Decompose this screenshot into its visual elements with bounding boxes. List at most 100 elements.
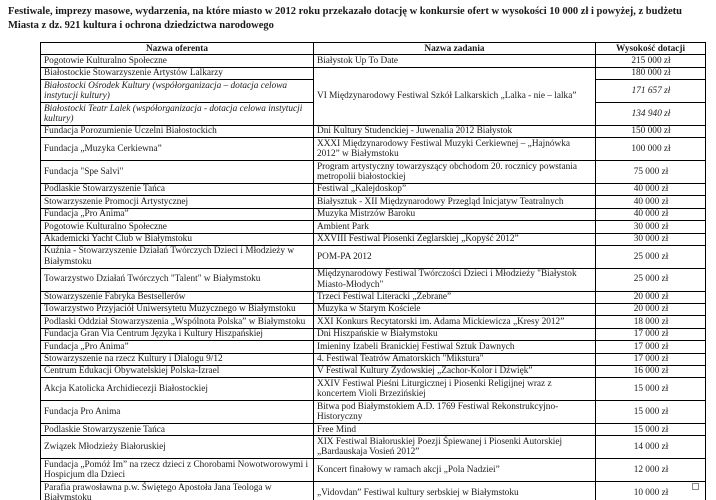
oferent-cell: Fundacja „Pro Anima” <box>40 340 314 354</box>
zadanie-cell: Muzyka w Starym Kościele <box>313 302 596 317</box>
dotacja-cell: 40 000 zł <box>595 195 706 209</box>
zadanie-cell: 4. Festiwal Teatrów Amatorskich "Mikstur… <box>313 352 596 366</box>
zadanie-cell: Ambient Park <box>313 220 596 234</box>
table-row: Fundacja Gran Via Centrum Języka i Kultu… <box>40 327 706 342</box>
zadanie-cell: V Festiwal Kultury Żydowskiej „Zachor-Ko… <box>313 364 596 379</box>
zadanie-cell: XIX Festiwal Białoruskiej Poezji Śpiewan… <box>313 435 596 460</box>
dotacja-cell: 180 000 zł <box>595 66 706 81</box>
zadanie-cell: Dni Hiszpańskie w Białymstoku <box>313 327 596 342</box>
table-row: Fundacja „Pro Anima” Muzyka Mistrzów Baro… <box>40 207 706 222</box>
dotacja-cell: 15 000 zł <box>595 400 706 424</box>
zadanie-cell: Program artystyczny towarzyszący obchodo… <box>313 160 596 184</box>
table-row: Parafia prawosławna p.w. Świętego Aposto… <box>40 481 706 500</box>
table-row: Towarzystwo Przyjaciół Uniwersytetu Muzy… <box>40 302 706 317</box>
oferent-cell: Białostocki Ośrodek Kultury (współorgani… <box>40 79 314 104</box>
object-anchor-marker <box>692 483 699 490</box>
table-row: Białostockie Stowarzyszenie Artystów Lal… <box>40 66 706 126</box>
dotacja-cell: 18 000 zł <box>595 315 706 329</box>
oferent-cell: Stowarzyszenie Fabryka Bestsellerów <box>40 290 314 304</box>
dotacja-cell: 15 000 zł <box>595 377 706 402</box>
zadanie-cell: XXIV Festiwal Pieśni Liturgicznej i Pios… <box>313 377 596 402</box>
oferent-cell: Towarzystwo Działań Twórczych "Talent" w… <box>40 267 314 292</box>
dotacja-cell: 30 000 zł <box>595 220 706 234</box>
oferent-cell: Akcja Katolicka Archidiecezji Białostock… <box>40 377 314 402</box>
dotacja-cell: 134 940 zł <box>595 102 706 126</box>
table-row: Kuźnia - Stowarzyszenie Działań Twórczyc… <box>40 244 706 269</box>
table-row: Fundacja „Pomóż Im” na rzecz dzieci z Ch… <box>40 458 706 483</box>
oferent-cell: Podlaskie Stowarzyszenie Tańca <box>40 182 314 197</box>
oferent-cell: Fundacja „Pro Anima” <box>40 207 314 222</box>
dotacja-cell: 40 000 zł <box>595 182 706 197</box>
zadanie-cell: Białysztuk - XII Międzynarodowy Przegląd… <box>313 195 596 209</box>
dotacja-cell: 75 000 zł <box>595 160 706 184</box>
dotacja-cell: 10 000 zł <box>595 481 706 500</box>
zadanie-cell: XXVIII Festiwal Piosenki Żeglarskiej „Ko… <box>313 232 596 246</box>
header-nazwa-oferenta: Nazwa oferenta <box>40 41 314 56</box>
table-row: Stowarzyszenie Fabryka Bestsellerów Trzec… <box>40 290 706 304</box>
oferent-cell: Fundacja „Pomóż Im” na rzecz dzieci z Ch… <box>40 458 314 483</box>
oferent-cell: Pogotowie Kulturalno Społeczne <box>40 220 314 234</box>
zadanie-cell: Imieniny Izabeli Branickiej Festiwal Szt… <box>313 340 596 354</box>
zadanie-cell: Dni Kultury Studenckiej - Juwenalia 2012… <box>313 124 596 139</box>
dotacja-cell: 25 000 zł <box>595 244 706 269</box>
zadanie-cell: XXXI Międzynarodowy Festiwal Muzyki Cerk… <box>313 137 596 162</box>
table-header-row: Nazwa oferenta Nazwa zadania Wysokość do… <box>40 41 706 56</box>
zadanie-cell: „Vidovdan” Festiwal kultury serbskiej w … <box>313 481 596 500</box>
zadanie-cell: VI Międzynarodowy Festiwal Szkół Lalkars… <box>313 66 596 126</box>
zadanie-cell: Międzynarodowy Festiwal Twórczości Dziec… <box>313 267 596 292</box>
dotacja-cell: 17 000 zł <box>595 352 706 366</box>
oferent-cell: Fundacja Pro Anima <box>40 400 314 424</box>
dotacja-cell: 30 000 zł <box>595 232 706 246</box>
oferent-cell: Podlaski Oddział Stowarzyszenia „Wspólno… <box>40 315 314 329</box>
dotacja-cell: 14 000 zł <box>595 435 706 460</box>
dotacja-cell: 16 000 zł <box>595 364 706 379</box>
oferent-cell: Związek Młodzieży Białoruskiej <box>40 435 314 460</box>
zadanie-cell: Koncert finałowy w ramach akcji „Pola Na… <box>313 458 596 483</box>
oferent-cell: Fundacja „Muzyka Cerkiewna” <box>40 137 314 162</box>
table-row: Centrum Edukacji Obywatelskiej Polska-Iz… <box>40 364 706 379</box>
table-row: Akademicki Yacht Club w Białymstoku XXVII… <box>40 232 706 246</box>
table-row: Fundacja Pro Anima Bitwa pod Białymstokie… <box>40 400 706 424</box>
oferent-cell: Stowarzyszenie Promocji Artystycznej <box>40 195 314 209</box>
oferent-cell: Podlaskie Stowarzyszenie Tańca <box>40 422 314 437</box>
dotacja-cell: 100 000 zł <box>595 137 706 162</box>
dotacja-cell: 12 000 zł <box>595 458 706 483</box>
dotacja-cell: 15 000 zł <box>595 422 706 437</box>
dotacja-cell: 171 657 zł <box>595 79 706 104</box>
table-row: Podlaskie Stowarzyszenie Tańca Free Mind 1… <box>40 422 706 437</box>
table-row: Pogotowie Kulturalno Społeczne Białystok … <box>40 54 706 68</box>
table-row: Podlaskie Stowarzyszenie Tańca Festiwal „… <box>40 182 706 197</box>
oferent-cell: Centrum Edukacji Obywatelskiej Polska-Iz… <box>40 364 314 379</box>
table-row: Fundacja "Spe Salvi" Program artystyczny … <box>40 160 706 184</box>
table-row: Podlaski Oddział Stowarzyszenia „Wspólno… <box>40 315 706 329</box>
zadanie-cell: Trzeci Festiwal Literacki „Zebrane” <box>313 290 596 304</box>
table-row: Fundacja Porozumienie Uczelni Białostock… <box>40 124 706 139</box>
table-row: Pogotowie Kulturalno Społeczne Ambient Pa… <box>40 220 706 234</box>
dotacja-cell: 17 000 zł <box>595 327 706 342</box>
grants-table: Nazwa oferenta Nazwa zadania Wysokość do… <box>40 41 706 500</box>
table-row: Stowarzyszenie Promocji Artystycznej Biał… <box>40 195 706 209</box>
table-row: Stowarzyszenie na rzecz Kultury i Dialog… <box>40 352 706 366</box>
oferent-cell: Kuźnia - Stowarzyszenie Działań Twórczyc… <box>40 244 314 269</box>
oferent-cell: Parafia prawosławna p.w. Świętego Aposto… <box>40 481 314 500</box>
table-row: Fundacja „Muzyka Cerkiewna” XXXI Międzyna… <box>40 137 706 162</box>
dotacja-cell: 25 000 zł <box>595 267 706 292</box>
zadanie-cell: Free Mind <box>313 422 596 437</box>
zadanie-cell: Muzyka Mistrzów Baroku <box>313 207 596 222</box>
table-row: Związek Młodzieży Białoruskiej XIX Festiw… <box>40 435 706 460</box>
dotacja-cell: 17 000 zł <box>595 340 706 354</box>
oferent-cell: Akademicki Yacht Club w Białymstoku <box>40 232 314 246</box>
page-title: Festiwale, imprezy masowe, wydarzenia, n… <box>8 6 682 31</box>
oferent-cell: Stowarzyszenie na rzecz Kultury i Dialog… <box>40 352 314 366</box>
oferent-cell: Białostocki Teatr Lalek (współorganizacj… <box>40 102 314 126</box>
dotacja-cell: 150 000 zł <box>595 124 706 139</box>
table-row: Białostocki Teatr Lalek (współorganizacj… <box>40 102 706 126</box>
oferent-cell: Pogotowie Kulturalno Społeczne <box>40 54 314 68</box>
table-row: Towarzystwo Działań Twórczych "Talent" w… <box>40 267 706 292</box>
oferent-cell: Białostockie Stowarzyszenie Artystów Lal… <box>40 66 314 81</box>
oferent-cell: Fundacja Gran Via Centrum Języka i Kultu… <box>40 327 314 342</box>
zadanie-cell: POM-PA 2012 <box>313 244 596 269</box>
dotacja-cell: 20 000 zł <box>595 290 706 304</box>
grants-table-body: Pogotowie Kulturalno Społeczne Białystok … <box>40 54 706 500</box>
